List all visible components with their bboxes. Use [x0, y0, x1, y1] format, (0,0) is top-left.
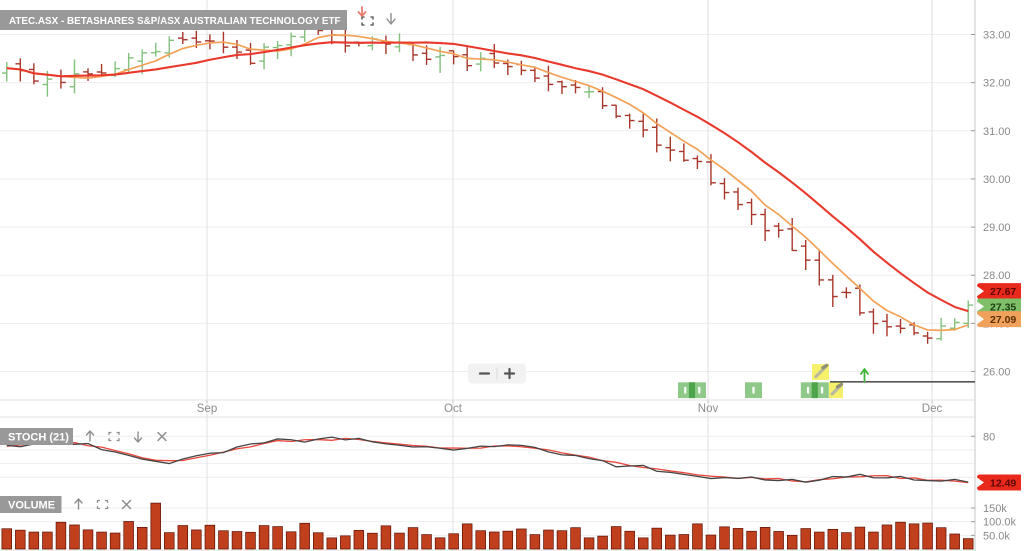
svg-text:Dec: Dec [922, 403, 943, 415]
svg-text:50.0k: 50.0k [983, 530, 1010, 542]
svg-text:150k: 150k [983, 503, 1007, 515]
svg-text:26.00: 26.00 [983, 367, 1011, 379]
svg-text:33.00: 33.00 [983, 29, 1011, 41]
svg-text:Sep: Sep [197, 403, 217, 415]
svg-text:80: 80 [983, 431, 995, 443]
svg-text:31.00: 31.00 [983, 126, 1011, 138]
svg-text:STOCH (21): STOCH (21) [8, 432, 69, 444]
svg-text:32.00: 32.00 [983, 78, 1011, 90]
svg-text:100.0k: 100.0k [983, 517, 1017, 529]
svg-text:ATEC.ASX - BETASHARES S&P/ASX: ATEC.ASX - BETASHARES S&P/ASX AUSTRALIAN… [9, 16, 341, 27]
svg-text:VOLUME: VOLUME [8, 500, 55, 512]
svg-text:27.67: 27.67 [990, 286, 1016, 298]
svg-text:29.00: 29.00 [983, 222, 1011, 234]
svg-text:Nov: Nov [698, 403, 719, 415]
svg-text:12.49: 12.49 [990, 477, 1016, 489]
svg-text:Oct: Oct [444, 403, 463, 415]
svg-text:30.00: 30.00 [983, 174, 1011, 186]
svg-text:28.00: 28.00 [983, 270, 1011, 282]
svg-text:27.09: 27.09 [990, 314, 1016, 326]
